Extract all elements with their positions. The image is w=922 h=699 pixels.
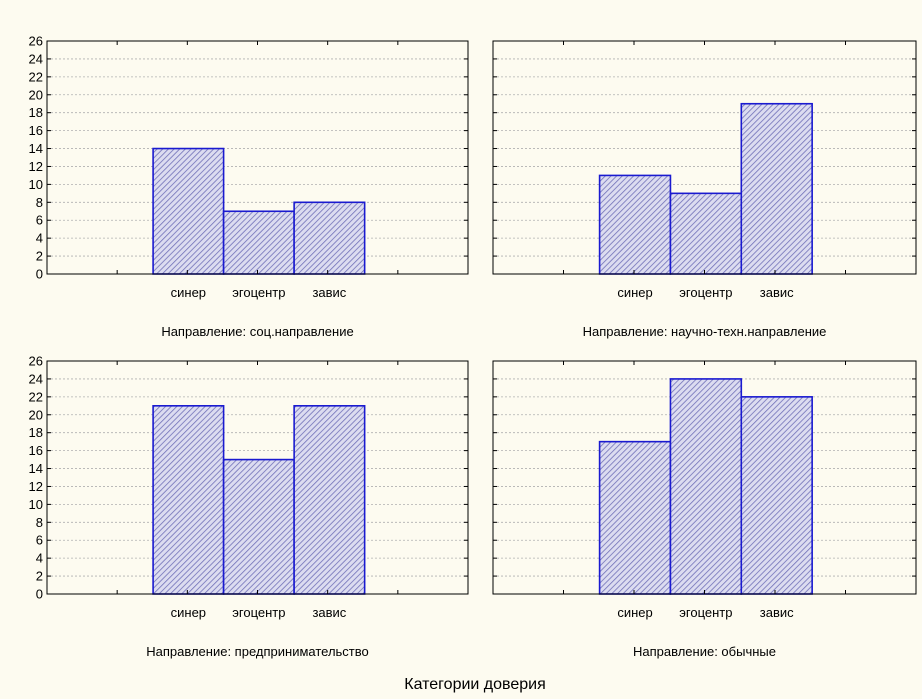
bar bbox=[152, 405, 225, 595]
category-label: эгоцентр bbox=[232, 605, 285, 620]
y-tick-label: 12 bbox=[29, 479, 43, 494]
y-tick-label: 0 bbox=[36, 267, 43, 282]
y-tick-label: 24 bbox=[29, 371, 43, 386]
y-tick-label: 20 bbox=[29, 407, 43, 422]
y-tick-label: 2 bbox=[36, 249, 43, 264]
bar bbox=[293, 201, 366, 275]
category-label: эгоцентр bbox=[679, 285, 732, 300]
bar bbox=[598, 174, 672, 275]
y-tick-label: 16 bbox=[29, 123, 43, 138]
panel-title: Направление: обычные bbox=[633, 644, 776, 659]
chart-panel: синер эгоцентр завис Направление: научно-те… bbox=[492, 40, 917, 339]
bar bbox=[293, 405, 366, 595]
y-tick-label: 26 bbox=[29, 34, 43, 49]
category-label: завис bbox=[312, 605, 346, 620]
y-tick-label: 22 bbox=[29, 389, 43, 404]
category-label: завис bbox=[760, 285, 794, 300]
category-label: синер bbox=[617, 605, 652, 620]
chart-panel: синер эгоцентр завис0246810121416182022242… bbox=[29, 34, 469, 339]
y-tick-label: 4 bbox=[36, 231, 43, 246]
bar bbox=[740, 396, 813, 595]
panel-title: Направление: соц.направление bbox=[161, 324, 353, 339]
panel-title: Направление: предпринимательство bbox=[146, 644, 369, 659]
y-tick-label: 6 bbox=[36, 533, 43, 548]
y-tick-label: 18 bbox=[29, 105, 43, 120]
x-axis-label: Категории доверия bbox=[404, 676, 545, 693]
bar bbox=[152, 147, 225, 275]
category-label: синер bbox=[617, 285, 652, 300]
bar bbox=[669, 192, 743, 275]
y-tick-label: 8 bbox=[36, 195, 43, 210]
y-tick-label: 2 bbox=[36, 569, 43, 584]
y-tick-label: 16 bbox=[29, 443, 43, 458]
category-label: эгоцентр bbox=[679, 605, 732, 620]
category-label: синер bbox=[171, 285, 206, 300]
chart-panel: синер эгоцентр завис0246810121416182022242… bbox=[29, 354, 469, 659]
panel-title: Направление: научно-техн.направление bbox=[583, 324, 827, 339]
y-tick-label: 0 bbox=[36, 587, 43, 602]
bar bbox=[222, 458, 295, 595]
y-tick-label: 24 bbox=[29, 51, 43, 66]
y-tick-label: 14 bbox=[29, 461, 43, 476]
category-label: эгоцентр bbox=[232, 285, 285, 300]
category-label: завис bbox=[312, 285, 346, 300]
bar bbox=[669, 378, 743, 595]
y-tick-label: 10 bbox=[29, 497, 43, 512]
y-tick-label: 26 bbox=[29, 354, 43, 369]
y-tick-label: 14 bbox=[29, 141, 43, 156]
bar bbox=[740, 102, 813, 275]
y-tick-label: 6 bbox=[36, 213, 43, 228]
y-tick-label: 4 bbox=[36, 551, 43, 566]
bar bbox=[598, 440, 672, 595]
bar bbox=[222, 210, 295, 275]
category-label: синер bbox=[171, 605, 206, 620]
y-tick-label: 22 bbox=[29, 69, 43, 84]
y-tick-label: 8 bbox=[36, 515, 43, 530]
category-label: завис bbox=[760, 605, 794, 620]
y-tick-label: 10 bbox=[29, 177, 43, 192]
y-tick-label: 18 bbox=[29, 425, 43, 440]
chart-panel: синер эгоцентр завис Направление: обычные bbox=[492, 360, 917, 659]
y-tick-label: 12 bbox=[29, 159, 43, 174]
panels-layer: синер эгоцентр завис0246810121416182022242… bbox=[29, 34, 917, 659]
y-tick-label: 20 bbox=[29, 87, 43, 102]
